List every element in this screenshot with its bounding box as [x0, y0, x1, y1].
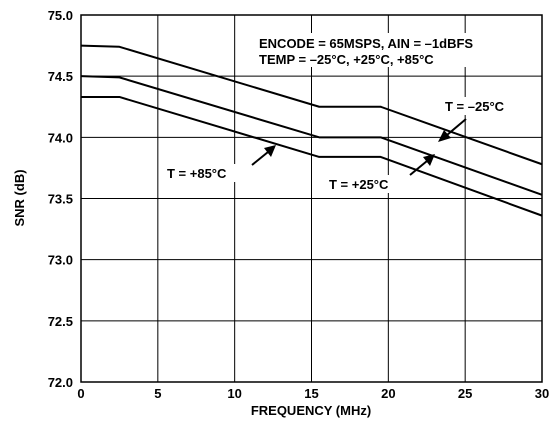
- y-tick-label: 72.5: [48, 314, 73, 329]
- label-p85-bg: [164, 164, 246, 182]
- arrow-p25: [409, 154, 435, 176]
- arrow-p85: [251, 145, 276, 166]
- label-t-minus-25: T = –25°C: [445, 99, 505, 114]
- series-lines: [80, 44, 543, 217]
- x-tick-label: 20: [381, 386, 395, 401]
- y-tick-label: 75.0: [48, 8, 73, 23]
- conditions-box: [255, 33, 523, 67]
- y-tick-label: 73.5: [48, 192, 73, 207]
- label-p25-bg: [326, 175, 408, 193]
- plot-frame: [80, 14, 543, 383]
- grid-lines: [81, 15, 542, 382]
- x-tick-labels: 0 5 10 15 20 25 30: [77, 386, 549, 401]
- y-axis-title: SNR (dB): [12, 169, 27, 226]
- arrow-m25: [438, 118, 467, 142]
- y-tick-label: 74.0: [48, 130, 73, 145]
- series-line-3: [81, 95, 543, 217]
- x-axis-title: FREQUENCY (MHz): [251, 403, 371, 418]
- conditions-line-1: ENCODE = 65MSPS, AIN = –1dBFS: [259, 36, 473, 51]
- y-tick-labels: 72.0 72.5 73.0 73.5 74.0 74.5 75.0: [48, 8, 73, 390]
- series-line-1: [80, 44, 543, 166]
- y-tick-label: 74.5: [48, 69, 73, 84]
- series-line-2: [80, 75, 543, 196]
- label-t-plus-25: T = +25°C: [329, 177, 389, 192]
- label-t-plus-85: T = +85°C: [167, 166, 227, 181]
- x-tick-label: 0: [77, 386, 84, 401]
- x-tick-label: 15: [304, 386, 318, 401]
- label-m25-bg: [442, 97, 524, 115]
- conditions-line-2: TEMP = –25°C, +25°C, +85°C: [259, 52, 434, 67]
- x-tick-label: 10: [227, 386, 241, 401]
- y-tick-label: 72.0: [48, 375, 73, 390]
- x-tick-label: 30: [535, 386, 549, 401]
- y-tick-label: 73.0: [48, 253, 73, 268]
- x-tick-label: 25: [458, 386, 472, 401]
- x-tick-label: 5: [154, 386, 161, 401]
